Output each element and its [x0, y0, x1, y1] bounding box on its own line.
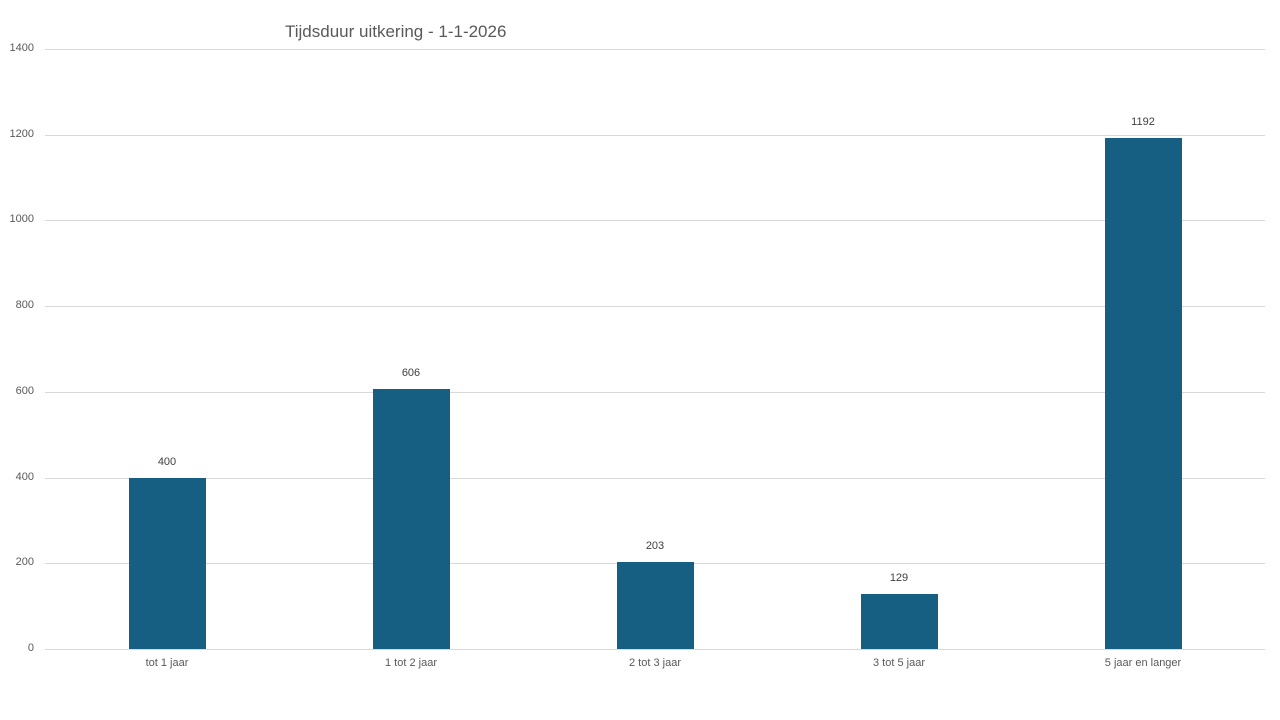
chart-title: Tijdsduur uitkering - 1-1-2026 — [285, 22, 507, 41]
bar[interactable] — [1104, 138, 1182, 649]
y-tick-label: 1000 — [9, 213, 34, 226]
gridline — [45, 134, 1265, 136]
y-tick-label: 400 — [15, 470, 34, 483]
y-tick-label: 1200 — [9, 127, 34, 140]
gridline — [45, 306, 1265, 308]
y-tick-label: 0 — [27, 642, 34, 654]
x-tick-label: 1 tot 2 jaar — [385, 657, 437, 669]
y-tick-label: 800 — [15, 299, 34, 312]
data-label: 129 — [889, 571, 909, 584]
bar[interactable] — [128, 477, 206, 649]
y-tick-label: 200 — [15, 556, 34, 569]
gridline — [45, 477, 1265, 479]
gridline — [45, 49, 1265, 50]
plot-area: 400 606 203 129 1192 — [45, 49, 1265, 650]
x-tick-label: 3 tot 5 jaar — [873, 657, 925, 669]
bar[interactable] — [860, 593, 938, 649]
x-tick-label: tot 1 jaar — [145, 657, 189, 669]
data-label: 1192 — [1131, 116, 1155, 129]
gridline — [45, 649, 1265, 650]
x-tick-label: 2 tot 3 jaar — [629, 657, 681, 669]
data-label: 203 — [645, 540, 665, 552]
gridline — [45, 391, 1265, 393]
y-tick-label: 1400 — [9, 42, 34, 54]
gridline — [45, 220, 1265, 222]
data-label: 400 — [157, 455, 177, 468]
bar[interactable] — [372, 389, 450, 649]
data-label: 606 — [401, 367, 421, 380]
x-tick-label: 5 jaar en langer — [1104, 657, 1182, 669]
bar[interactable] — [616, 562, 694, 649]
y-tick-label: 600 — [15, 384, 34, 397]
